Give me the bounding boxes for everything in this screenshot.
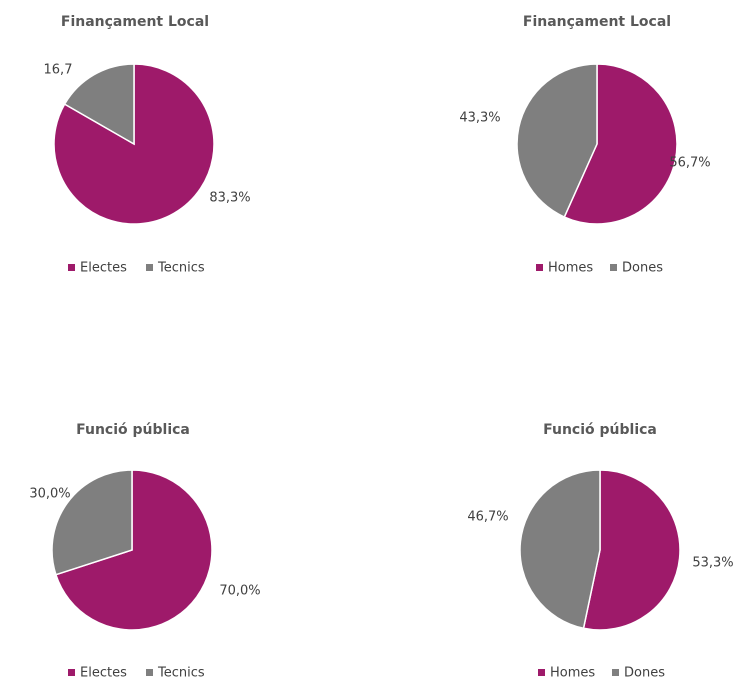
legend-label: Dones — [622, 261, 663, 276]
legend-marker — [610, 264, 617, 271]
legend-marker — [538, 669, 545, 676]
pie-slice — [63, 63, 135, 146]
legend-label: Tecnics — [157, 261, 205, 276]
pie-slice — [563, 63, 678, 225]
legend-label: Electes — [80, 666, 127, 680]
pie-slice — [54, 469, 213, 631]
pie-slice — [516, 63, 598, 219]
data-label: 30,0% — [29, 487, 70, 502]
legend-marker — [536, 264, 543, 271]
data-label: 56,7% — [669, 156, 710, 171]
legend-marker — [68, 669, 75, 676]
legend-label: Homes — [548, 261, 593, 276]
chart-title: Finançament Local — [523, 14, 671, 30]
legend-marker — [146, 669, 153, 676]
chart-title: Finançament Local — [61, 14, 209, 30]
data-label: 43,3% — [459, 111, 500, 126]
legend-marker — [146, 264, 153, 271]
data-label: 53,3% — [692, 556, 733, 571]
data-label: 46,7% — [467, 510, 508, 525]
legend-marker — [68, 264, 75, 271]
data-label: 16,7 — [44, 63, 73, 78]
chart-title: Funció pública — [543, 422, 657, 438]
chart-title: Funció pública — [76, 422, 190, 438]
pie-slice — [519, 469, 601, 630]
legend-label: Dones — [624, 666, 665, 680]
legend-label: Homes — [550, 666, 595, 680]
pie-slice — [51, 469, 133, 576]
pie-slice — [582, 469, 681, 631]
legend-label: Electes — [80, 261, 127, 276]
data-label: 70,0% — [219, 584, 260, 599]
legend-label: Tecnics — [157, 666, 205, 680]
legend-marker — [612, 669, 619, 676]
data-label: 83,3% — [209, 191, 250, 206]
